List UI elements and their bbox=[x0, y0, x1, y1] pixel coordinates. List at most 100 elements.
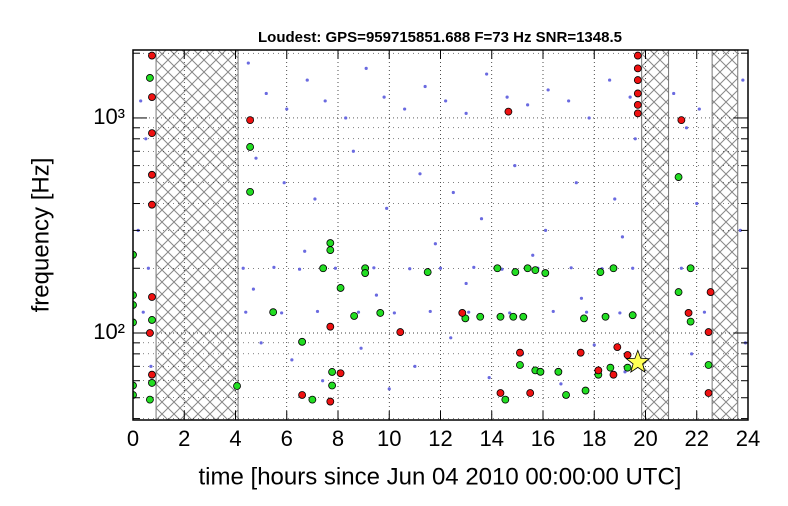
trigger-dot bbox=[433, 242, 437, 246]
trigger-dot bbox=[272, 265, 276, 269]
trigger-point bbox=[133, 381, 137, 390]
y-tick-label: 10² bbox=[93, 319, 125, 344]
trigger-point bbox=[336, 284, 345, 292]
trigger-point bbox=[576, 348, 585, 357]
trigger-dot bbox=[246, 61, 250, 65]
trigger-dot bbox=[438, 266, 443, 270]
trigger-dot bbox=[451, 190, 455, 195]
trigger-dot bbox=[280, 311, 284, 315]
trigger-point bbox=[511, 268, 520, 276]
trigger-point bbox=[148, 316, 156, 324]
trigger-point bbox=[504, 107, 513, 116]
trigger-dot bbox=[259, 341, 263, 345]
x-tick-label: 12 bbox=[428, 426, 452, 451]
trigger-point bbox=[594, 366, 603, 375]
trigger-dot bbox=[241, 266, 245, 270]
trigger-point bbox=[601, 312, 610, 321]
trigger-point bbox=[326, 397, 335, 406]
trigger-point bbox=[476, 312, 485, 321]
trigger-dot bbox=[505, 95, 509, 99]
x-tick-label: 24 bbox=[736, 426, 760, 451]
trigger-point bbox=[523, 264, 532, 273]
trigger-dot bbox=[628, 95, 632, 99]
trigger-dot bbox=[679, 266, 683, 270]
trigger-dot bbox=[574, 181, 578, 185]
trigger-point bbox=[519, 312, 528, 321]
trigger-point bbox=[541, 269, 550, 277]
trigger-dot bbox=[139, 99, 143, 103]
trigger-dot bbox=[333, 266, 338, 270]
trigger-point bbox=[633, 64, 642, 73]
x-tick-label: 14 bbox=[480, 426, 504, 451]
x-axis-label: time [hours since Jun 04 2010 00:00:00 U… bbox=[199, 463, 682, 490]
trigger-point bbox=[623, 351, 632, 359]
trigger-dot bbox=[297, 267, 302, 271]
trigger-dot bbox=[149, 364, 153, 368]
trigger-dot bbox=[697, 107, 701, 111]
trigger-dot bbox=[251, 287, 256, 291]
trigger-point bbox=[606, 363, 615, 372]
trigger-dot bbox=[321, 379, 325, 383]
trigger-dot bbox=[344, 116, 348, 120]
trigger-point bbox=[674, 173, 683, 181]
trigger-point bbox=[326, 322, 335, 331]
trigger-point bbox=[148, 293, 156, 301]
trigger-point bbox=[684, 309, 693, 317]
y-tick-label: 10³ bbox=[93, 104, 125, 129]
trigger-dot bbox=[254, 156, 258, 160]
trigger-point bbox=[633, 89, 642, 98]
trigger-point bbox=[326, 246, 335, 254]
trigger-point bbox=[623, 363, 632, 372]
trigger-point bbox=[133, 391, 137, 399]
trigger-dot bbox=[543, 228, 548, 233]
x-tick-label: 2 bbox=[178, 426, 190, 451]
trigger-point bbox=[509, 312, 518, 321]
trigger-point bbox=[613, 343, 622, 351]
trigger-point bbox=[233, 382, 241, 390]
trigger-point bbox=[308, 395, 317, 404]
trigger-point bbox=[496, 389, 505, 397]
trigger-dot bbox=[315, 309, 320, 314]
trigger-dot bbox=[620, 235, 625, 239]
trigger-dot bbox=[467, 310, 471, 314]
x-tick-label: 16 bbox=[531, 426, 555, 451]
trigger-point bbox=[298, 337, 307, 346]
plot-area bbox=[133, 50, 748, 420]
trigger-dot bbox=[526, 103, 530, 107]
x-tick-label: 0 bbox=[127, 426, 139, 451]
trigger-dot bbox=[618, 311, 622, 315]
trigger-point bbox=[526, 389, 535, 397]
trigger-dot bbox=[444, 99, 448, 103]
trigger-dot bbox=[569, 266, 573, 270]
trigger-dot bbox=[290, 358, 294, 362]
trigger-dot bbox=[508, 311, 512, 315]
loudest-star bbox=[625, 349, 651, 374]
trigger-point bbox=[423, 268, 432, 276]
trigger-dot bbox=[408, 267, 412, 271]
trigger-dot bbox=[464, 111, 468, 115]
trigger-point bbox=[496, 312, 505, 321]
trigger-dot bbox=[631, 266, 635, 270]
trigger-dot bbox=[372, 266, 376, 270]
trigger-point bbox=[148, 51, 156, 60]
trigger-point bbox=[516, 348, 524, 357]
trigger-point bbox=[501, 395, 510, 404]
x-tick-label: 18 bbox=[582, 426, 606, 451]
trigger-point bbox=[148, 93, 156, 102]
x-tick-label: 8 bbox=[332, 426, 344, 451]
trigger-point bbox=[148, 379, 156, 387]
trigger-dot bbox=[559, 382, 563, 386]
trigger-dot bbox=[313, 197, 317, 201]
trigger-dot bbox=[584, 310, 589, 314]
trigger-point bbox=[328, 368, 337, 376]
x-tick-label: 22 bbox=[685, 426, 709, 451]
trigger-dot bbox=[633, 137, 637, 141]
trigger-point bbox=[319, 264, 328, 273]
chart-title: Loudest: GPS=959715851.688 F=73 Hz SNR=1… bbox=[258, 29, 622, 46]
trigger-dot bbox=[613, 197, 617, 201]
trigger-dot bbox=[531, 253, 535, 257]
trigger-point bbox=[633, 109, 642, 118]
trigger-point bbox=[581, 386, 590, 395]
